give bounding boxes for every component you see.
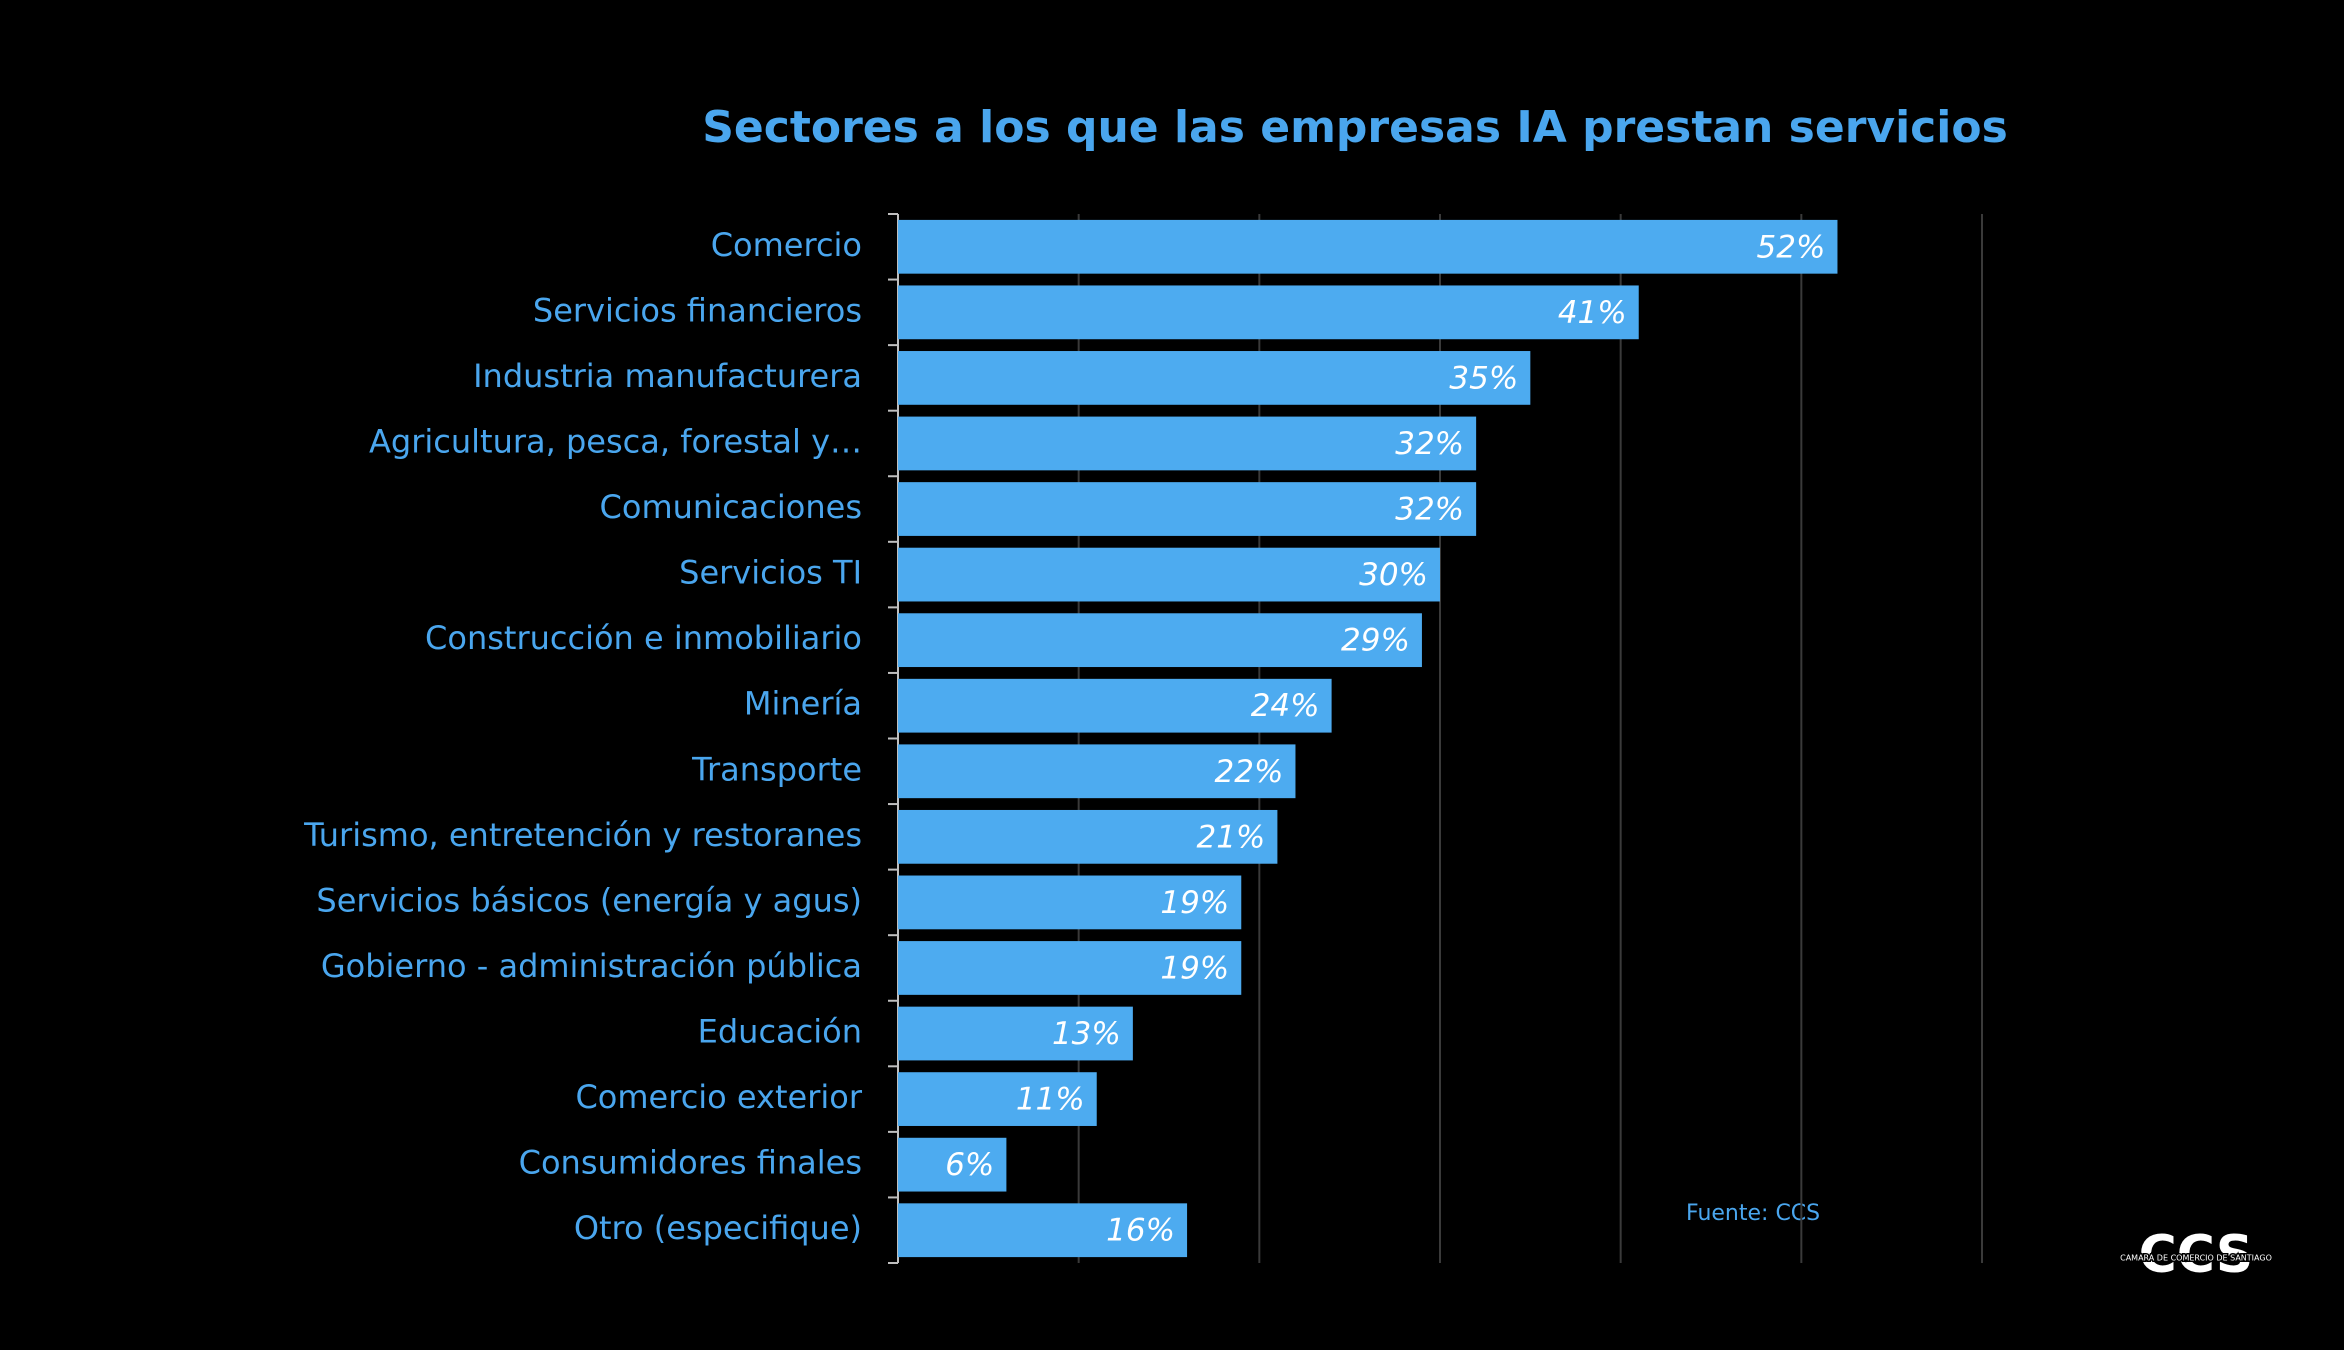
y-tick-label: Servicios financieros	[533, 291, 862, 329]
bar	[898, 1203, 1188, 1258]
bar	[898, 416, 1477, 471]
value-label: 21%	[1196, 819, 1265, 855]
value-label: 16%	[1106, 1213, 1175, 1249]
bar	[898, 285, 1639, 340]
value-label: 19%	[1160, 885, 1229, 921]
y-tick-label: Comercio exterior	[575, 1078, 862, 1116]
source-note: Fuente: CCS	[1686, 1201, 1820, 1226]
y-tick-label: Construcción e inmobiliario	[425, 619, 862, 657]
value-label: 41%	[1558, 295, 1627, 331]
y-tick-label: Comunicaciones	[600, 488, 862, 526]
bar	[898, 482, 1477, 536]
bar	[898, 1137, 1007, 1192]
logo-subtitle: CAMARA DE COMERCIO DE SANTIAGO	[2120, 1254, 2272, 1263]
value-label: 11%	[1016, 1082, 1085, 1118]
bar	[898, 875, 1242, 930]
value-label: 22%	[1215, 754, 1284, 790]
bar	[898, 1006, 1133, 1061]
bar	[898, 678, 1332, 733]
y-tick-label: Comercio	[711, 226, 862, 264]
bar	[898, 613, 1422, 668]
y-tick-label: Servicios TI	[679, 554, 862, 592]
logo: CCS	[2139, 1225, 2254, 1285]
value-label: 24%	[1251, 688, 1320, 724]
value-label: 32%	[1395, 426, 1464, 462]
bar	[898, 941, 1242, 995]
value-label: 29%	[1341, 623, 1410, 659]
bar	[898, 744, 1296, 799]
value-label: 35%	[1449, 360, 1518, 396]
value-label: 32%	[1395, 492, 1464, 528]
y-tick-label: Industria manufacturera	[473, 357, 862, 395]
value-label: 19%	[1160, 950, 1229, 986]
bar	[898, 809, 1278, 864]
value-label: 52%	[1757, 229, 1826, 265]
bar	[898, 219, 1838, 274]
bar	[898, 351, 1531, 405]
bar	[898, 547, 1440, 602]
chart-title: Sectores a los que las empresas IA prest…	[702, 102, 2008, 153]
y-tick-label: Gobierno - administración pública	[321, 947, 862, 985]
value-label: 13%	[1052, 1016, 1121, 1052]
y-tick-label: Minería	[744, 685, 862, 723]
value-label: 30%	[1359, 557, 1428, 593]
y-tick-label: Agricultura, pesca, forestal y…	[369, 422, 862, 460]
y-tick-label: Consumidores finales	[519, 1144, 862, 1182]
bar	[898, 1072, 1097, 1126]
y-tick-label: Otro (especifique)	[574, 1209, 862, 1247]
value-label: 6%	[945, 1147, 994, 1183]
y-tick-label: Transporte	[691, 750, 862, 788]
y-tick-label: Servicios básicos (energía y agus)	[316, 881, 862, 919]
y-tick-label: Turismo, entretención y restoranes	[303, 816, 862, 854]
y-tick-label: Educación	[698, 1013, 862, 1051]
